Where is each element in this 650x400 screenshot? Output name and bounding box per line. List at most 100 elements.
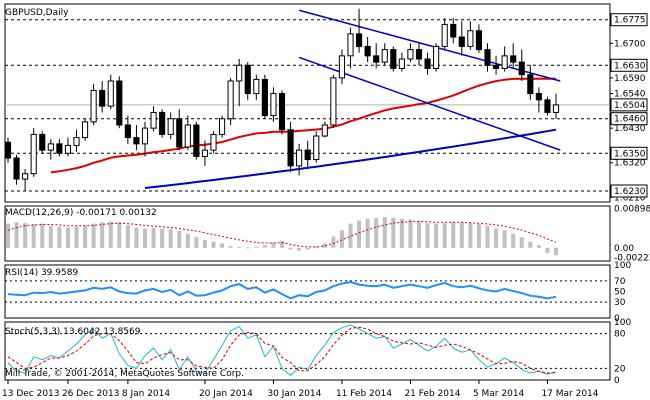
candle-body [544,99,551,113]
level-label-box [610,13,648,27]
candle-body [261,78,268,117]
macd-bar [108,221,113,248]
price-y-tick: 1.6320 [614,159,646,169]
macd-bar [143,228,147,248]
macd-bar [262,245,267,248]
stoch-y-tick: 100 [614,318,631,328]
macd-bar [451,222,456,248]
macd-bar [168,229,173,248]
macd-bar [177,231,182,248]
candle-body [510,55,517,63]
candle-body [107,80,114,107]
price-frame [4,3,611,203]
macd-bar [57,226,62,248]
sma-blue-line [144,128,557,189]
candle-body [193,124,200,157]
candle-body [484,49,491,66]
candle-body [518,61,525,76]
candle-body [390,49,397,69]
macd-bar [228,246,233,248]
candle-body [124,124,131,139]
macd-bar [14,222,19,248]
candle-body [73,137,80,146]
macd-y-tick: 0.00898 [614,204,650,214]
macd-bar [134,227,139,248]
macd-bar [434,223,439,248]
stoch-panel [4,321,611,381]
price-y-tick: 1.6540 [614,90,646,100]
stoch-main-line [7,324,557,377]
candle-body [244,64,251,95]
macd-bar [202,239,207,248]
candle-body [210,133,217,151]
candle-body [552,104,560,113]
macd-bar [23,223,28,248]
x-axis: 13 Dec 2013 26 Dec 2013 8 Jan 2014 20 Jan 2… [2,380,599,399]
candle-body [527,74,534,95]
macd-bar [357,220,362,248]
macd-bar [83,225,88,248]
level-label: 1.6460 [614,115,646,125]
candle-body [501,55,508,69]
macd-bar [519,237,524,248]
current-price-label: 1.6504 [614,101,646,111]
rsi-y-tick: 70 [614,277,626,287]
candle-body [99,89,106,107]
candle-body [381,49,388,63]
candle-body [227,80,234,120]
macd-bar [476,224,481,248]
macd-bar [536,245,541,248]
candle-body [433,45,440,69]
macd-bar [494,228,499,248]
macd-bar [160,228,165,248]
candle-body [39,133,46,151]
candle-body [30,133,37,175]
candle-body [304,149,311,161]
macd-bar [254,246,259,248]
candle-body [373,55,380,63]
candle-body [141,127,149,145]
macd-bar [31,224,36,248]
macd-label: MACD(12,26,9) -0.00171 0.00132 [5,208,157,218]
candle-body [535,93,542,101]
candle-body [159,111,166,135]
x-tick-label: 11 Feb 2014 [336,389,392,399]
macd-bar [545,247,550,254]
sma-red-line [50,77,557,174]
macd-bar [485,225,490,248]
candle-body [458,36,465,47]
symbol-label: GBPUSD,Daily [5,8,69,18]
candle-body [4,141,12,159]
macd-bar [6,223,10,248]
candle-body [287,129,294,167]
macd-bar [468,223,473,248]
candle-body [56,143,63,154]
x-tick-label: 20 Jan 2014 [199,389,253,399]
candle-body [201,149,209,157]
macd-bar [271,242,276,248]
macd-bar [408,219,413,248]
macd-bar [151,228,156,248]
macd-bar [442,223,447,248]
stoch-label: Stoch(5,3,3) 13.6042 13.8569 [5,327,141,337]
candle-body [296,149,303,167]
stoch-frame [4,321,611,381]
stoch-signal-line [7,326,557,374]
x-tick-label: 5 Mar 2014 [473,389,525,399]
price-y-tick: 1.6590 [614,74,646,84]
macd-frame [4,205,611,262]
macd-bar [314,246,319,248]
level-label-box [610,146,648,160]
candle-body [364,45,371,57]
x-tick-label: 17 Mar 2014 [541,389,598,399]
candle-body [398,58,405,69]
candle-body [64,144,72,154]
macd-bar [185,233,190,248]
rsi-label: RSI(14) 39.9589 [5,268,78,278]
macd-bar [425,223,430,248]
macd-bar [502,230,507,248]
macd-bar [74,226,79,248]
macd-bar [65,227,70,248]
price-y-tick: 1.6700 [614,39,646,49]
